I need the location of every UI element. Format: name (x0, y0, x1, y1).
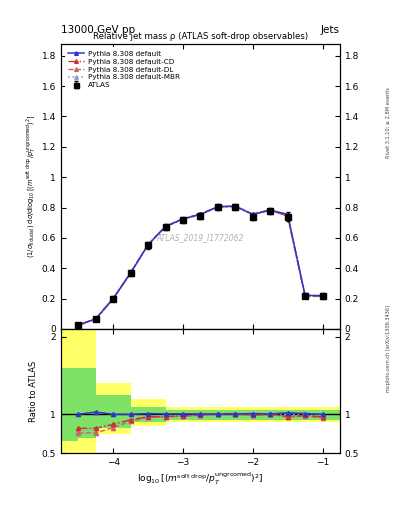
Pythia 8.308 default-MBR (250, 212, 255, 218)
X-axis label: $\log_{10}[(m^{\mathrm{soft\ drop}}/p_T^{\mathrm{ungroomed}})^2]$: $\log_{10}[(m^{\mathrm{soft\ drop}}/p_T^… (137, 471, 264, 487)
Pythia 8.308 default-CD (233, 203, 238, 209)
Pythia 8.308 default-DL (111, 295, 116, 302)
Line: Pythia 8.308 default: Pythia 8.308 default (76, 204, 325, 327)
Text: mcplots.cern.ch [arXiv:1306.3436]: mcplots.cern.ch [arXiv:1306.3436] (386, 305, 391, 392)
Pythia 8.308 default-CD (94, 315, 98, 322)
Pythia 8.308 default-CD (146, 242, 151, 248)
Pythia 8.308 default (198, 211, 203, 218)
Pythia 8.308 default-MBR (181, 216, 185, 222)
Pythia 8.308 default-DL (285, 214, 290, 220)
Text: Rivet 3.1.10; ≥ 2.8M events: Rivet 3.1.10; ≥ 2.8M events (386, 88, 391, 158)
Pythia 8.308 default (163, 223, 168, 229)
Text: Jets: Jets (321, 25, 340, 35)
Pythia 8.308 default-DL (250, 211, 255, 217)
Pythia 8.308 default-MBR (215, 204, 220, 210)
Y-axis label: Ratio to ATLAS: Ratio to ATLAS (29, 360, 37, 422)
Y-axis label: $(1/\sigma_{\mathrm{fiducial}})\ \mathrm{d}\sigma/\mathrm{d}\log_{10}[(m^{\mathr: $(1/\sigma_{\mathrm{fiducial}})\ \mathrm… (24, 115, 37, 258)
Line: Pythia 8.308 default-CD: Pythia 8.308 default-CD (76, 204, 325, 327)
Pythia 8.308 default (320, 292, 325, 298)
Pythia 8.308 default (111, 295, 116, 302)
Pythia 8.308 default-CD (320, 293, 325, 300)
Pythia 8.308 default-MBR (129, 270, 133, 276)
Pythia 8.308 default-CD (163, 223, 168, 229)
Pythia 8.308 default (129, 270, 133, 276)
Line: Pythia 8.308 default-DL: Pythia 8.308 default-DL (76, 204, 325, 327)
Pythia 8.308 default-MBR (303, 292, 307, 298)
Pythia 8.308 default-DL (76, 322, 81, 328)
Text: ATLAS_2019_I1772062: ATLAS_2019_I1772062 (157, 233, 244, 242)
Pythia 8.308 default-CD (268, 207, 273, 213)
Pythia 8.308 default (76, 322, 81, 328)
Pythia 8.308 default-DL (94, 315, 98, 322)
Pythia 8.308 default-MBR (111, 296, 116, 302)
Pythia 8.308 default-DL (233, 203, 238, 209)
Pythia 8.308 default (285, 211, 290, 218)
Pythia 8.308 default-DL (320, 293, 325, 300)
Pythia 8.308 default (268, 207, 273, 213)
Pythia 8.308 default-DL (198, 211, 203, 217)
Pythia 8.308 default-MBR (268, 207, 273, 214)
Pythia 8.308 default-CD (198, 211, 203, 217)
Pythia 8.308 default (181, 216, 185, 222)
Pythia 8.308 default (233, 203, 238, 209)
Pythia 8.308 default-DL (268, 207, 273, 213)
Pythia 8.308 default-CD (215, 204, 220, 210)
Pythia 8.308 default-MBR (94, 316, 98, 323)
Pythia 8.308 default-DL (303, 293, 307, 300)
Pythia 8.308 default-MBR (76, 322, 81, 328)
Pythia 8.308 default (215, 204, 220, 210)
Pythia 8.308 default (146, 242, 151, 248)
Pythia 8.308 default-MBR (320, 293, 325, 299)
Pythia 8.308 default (250, 211, 255, 218)
Line: Pythia 8.308 default-MBR: Pythia 8.308 default-MBR (76, 205, 325, 328)
Pythia 8.308 default (94, 316, 98, 322)
Pythia 8.308 default-CD (250, 211, 255, 217)
Title: Relative jet mass ρ (ATLAS soft-drop observables): Relative jet mass ρ (ATLAS soft-drop obs… (93, 32, 308, 41)
Pythia 8.308 default-DL (181, 216, 185, 222)
Pythia 8.308 default-MBR (198, 212, 203, 218)
Pythia 8.308 default-CD (111, 295, 116, 302)
Pythia 8.308 default-DL (146, 241, 151, 247)
Pythia 8.308 default-DL (215, 203, 220, 209)
Pythia 8.308 default-MBR (163, 224, 168, 230)
Pythia 8.308 default-MBR (146, 242, 151, 248)
Pythia 8.308 default-CD (76, 322, 81, 328)
Pythia 8.308 default-CD (303, 293, 307, 299)
Pythia 8.308 default-CD (181, 216, 185, 222)
Pythia 8.308 default-CD (129, 270, 133, 276)
Text: 13000 GeV pp: 13000 GeV pp (61, 25, 135, 35)
Pythia 8.308 default-DL (163, 223, 168, 229)
Legend: Pythia 8.308 default, Pythia 8.308 default-CD, Pythia 8.308 default-DL, Pythia 8: Pythia 8.308 default, Pythia 8.308 defau… (64, 47, 183, 92)
Pythia 8.308 default-MBR (285, 212, 290, 219)
Pythia 8.308 default-MBR (233, 204, 238, 210)
Pythia 8.308 default-DL (129, 269, 133, 275)
Pythia 8.308 default-CD (285, 213, 290, 219)
Pythia 8.308 default (303, 292, 307, 298)
